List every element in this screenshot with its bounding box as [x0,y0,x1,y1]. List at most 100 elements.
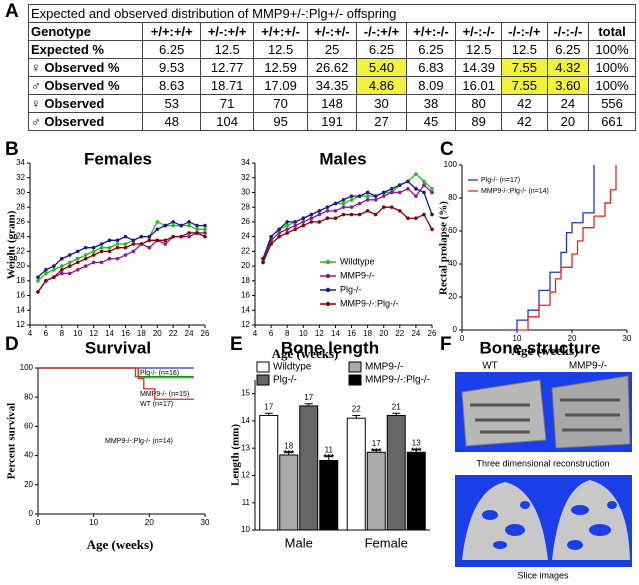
marker [301,223,306,228]
x-tick-label: 20 [153,329,162,338]
table-cell: 12.5 [455,40,503,59]
table-cell: 6.25 [405,40,457,59]
marker [83,256,88,261]
bar [386,414,406,531]
marker [155,238,160,243]
marker [155,227,160,232]
table-cell: 100% [588,76,636,95]
marker [36,279,40,283]
table-cell: 8.09 [405,76,457,95]
legend-swatch [348,374,362,386]
marker [155,220,160,224]
marker [83,245,88,250]
marker [83,253,88,257]
table-cell: 661 [588,112,636,131]
x-tick-label: 8 [285,329,290,338]
marker [147,234,152,239]
table-cell: 5.40 [356,58,407,77]
marker [60,264,64,268]
y-tick-label: 30 [241,188,250,197]
marker [414,186,418,191]
legend-label: MMP9-/- [365,362,403,373]
table-row: ♂ Observed 48 104 95 191 27 45 89 42 20 661 [27,112,636,131]
y-tick-label: 100 [20,363,34,372]
table-cell: Expected and observed distribution of MM… [28,4,636,23]
marker [75,260,80,265]
x-tick-label: 6 [269,329,274,338]
line [37,221,205,282]
x-tick-label: 10 [299,329,308,338]
legend-swatch [256,374,270,386]
marker [357,201,362,206]
marker [99,260,104,265]
y-tick-label: 32 [241,173,250,182]
table-cell: 6.25 [546,40,590,59]
marker [333,216,338,221]
marker [107,238,112,243]
slice-holes [482,501,617,550]
table-cell: 25 [306,40,358,59]
y-tick-label: 10 [241,525,250,534]
table-cell: +/-:+/- [306,22,358,41]
chart-title: Females [84,149,152,168]
line [262,206,433,263]
y-tick-label: 32 [16,173,25,182]
marker [317,220,322,224]
x-tick-label: 18 [137,329,146,338]
table-cell: 12.77 [199,58,255,77]
f-caption: Three dimensional reconstruction [476,458,609,468]
x-axis-label: Age (weeks) [87,537,154,552]
line [37,232,205,293]
marker [171,220,175,224]
y-tick-label: 26 [16,217,25,226]
marker [75,249,80,254]
marker [171,234,175,239]
marker [139,234,144,239]
f-label: MMP9-/- [569,361,607,372]
table-cell: 53 [142,94,201,113]
marker [293,220,298,224]
table-cell: 20 [546,112,590,131]
table-cell: 12.59 [253,58,308,77]
marker [203,234,207,239]
marker [131,249,136,254]
marker [430,212,434,217]
table-cell: 95 [253,112,308,131]
marker [147,245,152,250]
marker [365,194,370,198]
marker [187,220,191,224]
marker [179,223,183,228]
legend-marker [325,259,331,265]
series-label: MMP9-/-:Plg-/- (n=14) [105,438,173,445]
error-bar [392,412,401,416]
y-tick-label: 28 [16,202,25,211]
table-cell: 3.60 [546,76,590,95]
bone-3d-wt [461,379,547,447]
marker [44,279,48,283]
marker [67,264,72,268]
marker [309,220,314,224]
x-tick-label: 30 [623,334,632,343]
x-tick-label: 26 [428,329,437,338]
marker [107,245,112,250]
line [37,221,205,278]
table-cell: 42 [501,94,548,113]
marker [179,234,183,239]
line [262,184,433,263]
table-cell: 6.83 [405,58,457,77]
x-tick-label: 10 [73,329,82,338]
y-tick-label: 60 [448,226,457,235]
y-tick-label: 14 [16,305,25,314]
legend-marker [325,301,331,307]
x-tick-label: 4 [253,329,258,338]
y-tick-label: 16 [241,291,250,300]
y-axis-label: Percent survival [6,403,18,479]
table-cell: 45 [405,112,457,131]
marker [60,256,64,261]
marker [317,209,322,213]
table-cell: 18.71 [199,76,255,95]
marker [107,256,112,261]
y-tick-label: 20 [16,261,25,270]
y-tick-label: 16 [16,291,25,300]
marker [36,290,40,294]
